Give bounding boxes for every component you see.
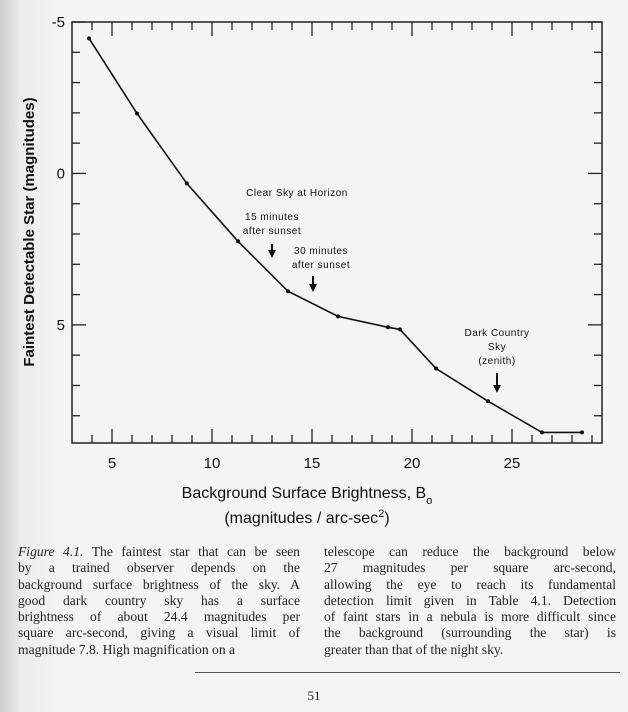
- x-tick-label: 20: [404, 455, 421, 472]
- y-tick-label: 5: [57, 317, 65, 334]
- annotation: after sunset: [292, 260, 350, 271]
- point: [540, 430, 544, 435]
- y-axis-label: Faintest Detectable Star (magnitudes): [21, 97, 38, 366]
- caption-line: telescope can reduce the background belo…: [324, 544, 616, 560]
- figure-label: Figure 4.1.: [18, 544, 84, 559]
- point: [286, 289, 290, 294]
- x-axis-label-part: (magnitudes / arc-sec: [224, 510, 378, 527]
- point: [236, 239, 240, 244]
- point: [486, 399, 490, 404]
- x-tick-label: 25: [504, 455, 521, 472]
- point: [135, 111, 139, 116]
- caption-text: of faint stars in a nebula is more diffi…: [324, 609, 616, 625]
- annotation: 15 minutes: [245, 212, 299, 223]
- caption-line: detection limit given in Table 4.1. Dete…: [324, 593, 616, 609]
- point: [184, 181, 189, 186]
- caption-line: square arc-second, giving a visual limit…: [18, 625, 300, 641]
- annotation: Sky: [488, 342, 506, 353]
- caption-text: square arc-second, giving a visual limit…: [18, 625, 300, 641]
- caption-line: Figure 4.1. The faintest star that can b…: [18, 544, 300, 560]
- caption-text: magnitude 7.8. High magnification on a: [18, 641, 236, 657]
- caption-line: brightness of about 24.4 magnitudes per: [18, 609, 300, 625]
- caption-line: good dark country sky has a surface: [18, 593, 300, 609]
- caption-text: good dark country sky has a surface: [18, 592, 300, 608]
- annotation: 30 minutes: [294, 246, 348, 257]
- caption-line: the background (surrounding the star) is: [324, 625, 616, 641]
- page-number: 51: [307, 688, 321, 703]
- x-axis-label-part: 2: [378, 508, 384, 520]
- caption-text: brightness of about 24.4 magnitudes per: [18, 609, 300, 625]
- caption-text: greater than that of the night sky.: [324, 641, 504, 657]
- caption-line: 27 magnitudes per square arc-second,: [324, 560, 616, 576]
- rule: [195, 672, 620, 673]
- caption-line: greater than that of the night sky.: [324, 642, 616, 658]
- caption-line: magnitude 7.8. High magnification on a: [18, 642, 300, 658]
- arrow-head: [493, 385, 501, 393]
- caption-line: allowing the eye to reach its fundamenta…: [324, 577, 616, 593]
- point: [580, 430, 584, 435]
- y-tick-label: 0: [57, 165, 65, 182]
- x-axis-label-part: o: [426, 495, 432, 507]
- arrow-head: [268, 250, 276, 258]
- point: [386, 325, 390, 330]
- caption-right: telescope can reduce the background belo…: [324, 544, 616, 658]
- caption-text: the background (surrounding the star) is: [324, 625, 616, 641]
- annotation: Dark Country: [465, 328, 530, 339]
- annotation: after sunset: [243, 226, 301, 237]
- caption-text: allowing the eye to reach its fundamenta…: [324, 576, 616, 592]
- y-tick-label: -5: [52, 14, 65, 31]
- arrow-head: [309, 284, 317, 292]
- caption-text: telescope can reduce the background belo…: [324, 544, 616, 559]
- x-tick-label: 10: [204, 455, 221, 472]
- caption-text: detection limit given in Table 4.1. Dete…: [324, 592, 616, 608]
- point: [336, 314, 340, 319]
- x-tick-label: 5: [108, 455, 116, 472]
- caption-text: by a trained observer depends on the: [18, 560, 300, 576]
- caption-text: The faintest star that can be seen: [83, 544, 300, 559]
- x-axis-label-part: Background Surface Brightness, B: [182, 485, 427, 502]
- annotation: (zenith): [478, 356, 515, 367]
- chart: 5 10 15 20 25 -5 0 5 Faintest Detectable Star (m…: [21, 14, 603, 527]
- plot-frame: [71, 21, 603, 444]
- x-axis-label: (magnitudes / arc-sec2): [224, 508, 389, 527]
- caption-text: 27 magnitudes per square arc-second,: [324, 560, 616, 576]
- point: [434, 366, 438, 371]
- x-axis-label-part: ): [384, 510, 389, 527]
- caption-left: Figure 4.1. The faintest star that can b…: [18, 544, 300, 658]
- annotation: Clear Sky at Horizon: [246, 188, 348, 199]
- x-axis-label: Background Surface Brightness, Bo: [182, 485, 433, 507]
- caption-line: of faint stars in a nebula is more diffi…: [324, 609, 616, 625]
- caption-line: by a trained observer depends on the: [18, 560, 300, 576]
- curve: [88, 37, 582, 434]
- point: [398, 327, 402, 332]
- x-tick-label: 15: [304, 455, 321, 472]
- caption-text: background surface brightness of the sky…: [18, 576, 300, 592]
- point: [87, 36, 91, 41]
- caption-line: background surface brightness of the sky…: [18, 577, 300, 593]
